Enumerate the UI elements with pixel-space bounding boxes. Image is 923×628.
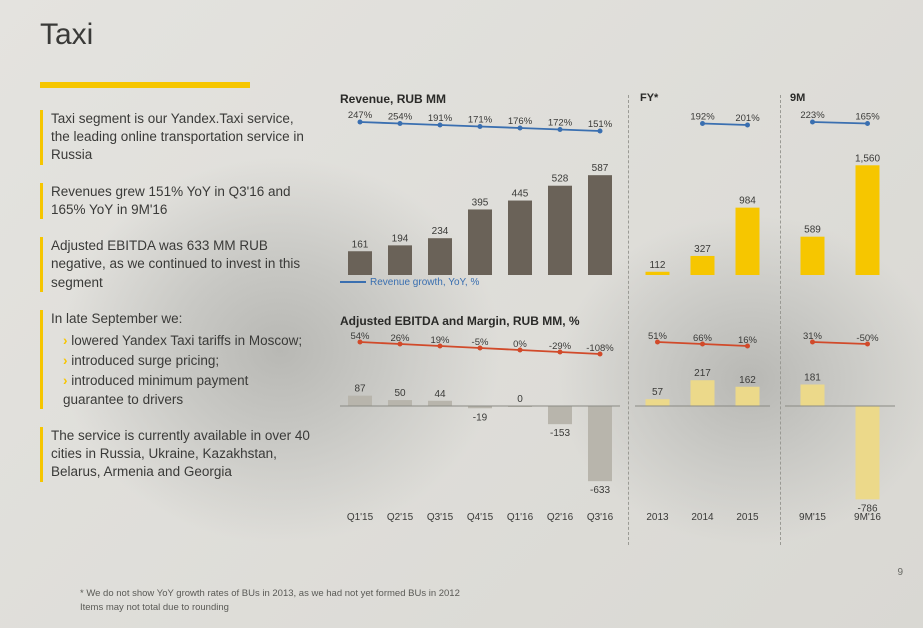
revenue-chart-title: Revenue, RUB MM — [340, 92, 900, 106]
svg-text:Q1'15: Q1'15 — [347, 512, 374, 522]
svg-text:234: 234 — [432, 226, 449, 237]
svg-text:176%: 176% — [508, 116, 533, 127]
svg-text:587: 587 — [592, 163, 609, 174]
svg-text:50: 50 — [394, 388, 406, 399]
ebitda-chart: 87Q1'1554%50Q2'1526%44Q3'1519%-19Q4'15-5… — [340, 332, 900, 522]
svg-text:Q3'15: Q3'15 — [427, 512, 454, 522]
svg-text:Q1'16: Q1'16 — [507, 512, 534, 522]
ebitda-chart-title: Adjusted EBITDA and Margin, RUB MM, % — [340, 314, 900, 328]
svg-text:Q4'15: Q4'15 — [467, 512, 494, 522]
svg-text:395: 395 — [472, 197, 489, 208]
svg-text:247%: 247% — [348, 110, 373, 121]
svg-text:2014: 2014 — [691, 512, 714, 522]
svg-text:9M'15: 9M'15 — [799, 512, 826, 522]
sub-bullet: introduced minimum payment guarantee to … — [63, 372, 310, 408]
sub-bullet: introduced surge pricing; — [63, 352, 310, 370]
svg-text:Q3'16: Q3'16 — [587, 512, 614, 522]
svg-text:181: 181 — [804, 373, 821, 384]
sub-bullet: lowered Yandex Taxi tariffs in Moscow; — [63, 332, 310, 350]
svg-text:217: 217 — [694, 368, 711, 379]
svg-text:Q2'16: Q2'16 — [547, 512, 574, 522]
sub-bullet-list: lowered Yandex Taxi tariffs in Moscow; i… — [63, 332, 310, 409]
svg-text:2015: 2015 — [736, 512, 759, 522]
page-title: Taxi — [40, 18, 93, 52]
svg-text:254%: 254% — [388, 112, 413, 123]
svg-text:172%: 172% — [548, 118, 573, 129]
svg-text:171%: 171% — [468, 115, 493, 126]
svg-text:327: 327 — [694, 244, 711, 255]
left-column: Taxi segment is our Yandex.Taxi service,… — [40, 110, 310, 500]
svg-text:589: 589 — [804, 225, 821, 236]
bullet-item: Taxi segment is our Yandex.Taxi service,… — [40, 110, 310, 165]
title-underline — [40, 82, 250, 88]
svg-text:57: 57 — [652, 387, 664, 398]
svg-text:44: 44 — [434, 389, 446, 400]
svg-text:201%: 201% — [735, 113, 760, 124]
svg-text:1,560: 1,560 — [855, 153, 880, 164]
svg-text:165%: 165% — [855, 112, 880, 123]
svg-text:162: 162 — [739, 375, 756, 386]
bullet-item: Adjusted EBITDA was 633 MM RUB negative,… — [40, 237, 310, 292]
bullet-item: Revenues grew 151% YoY in Q3'16 and 165%… — [40, 183, 310, 219]
svg-text:151%: 151% — [588, 119, 613, 130]
revenue-legend: Revenue growth, YoY, % — [340, 277, 900, 288]
footnote-line: * We do not show YoY growth rates of BUs… — [80, 587, 460, 600]
footnote: * We do not show YoY growth rates of BUs… — [80, 587, 460, 614]
revenue-chart: 161Q1'15247%194Q2'15254%234Q3'15191%395Q… — [340, 110, 900, 275]
svg-text:-19: -19 — [473, 412, 488, 423]
svg-text:-633: -633 — [590, 485, 610, 496]
bullet-item: In late September we: lowered Yandex Tax… — [40, 310, 310, 409]
page-number: 9 — [897, 567, 903, 578]
svg-text:Q2'15: Q2'15 — [387, 512, 414, 522]
svg-text:-153: -153 — [550, 428, 570, 439]
svg-text:984: 984 — [739, 196, 756, 207]
charts-container: Revenue, RUB MM 161 Q1'15 247% 194 Q2'15 254%… — [340, 92, 900, 522]
svg-text:112: 112 — [650, 260, 666, 271]
svg-text:191%: 191% — [428, 113, 453, 124]
bullet-intro: In late September we: — [51, 311, 182, 326]
svg-text:87: 87 — [354, 384, 366, 395]
svg-text:161: 161 — [352, 239, 369, 250]
svg-text:192%: 192% — [690, 112, 715, 123]
svg-text:0: 0 — [517, 394, 523, 405]
svg-text:2013: 2013 — [646, 512, 669, 522]
svg-text:9M'16: 9M'16 — [854, 512, 881, 522]
footnote-line: Items may not total due to rounding — [80, 601, 460, 614]
svg-text:223%: 223% — [800, 110, 825, 121]
svg-text:445: 445 — [512, 189, 529, 200]
bullet-item: The service is currently available in ov… — [40, 427, 310, 482]
svg-text:528: 528 — [552, 174, 569, 185]
svg-text:194: 194 — [392, 233, 409, 244]
